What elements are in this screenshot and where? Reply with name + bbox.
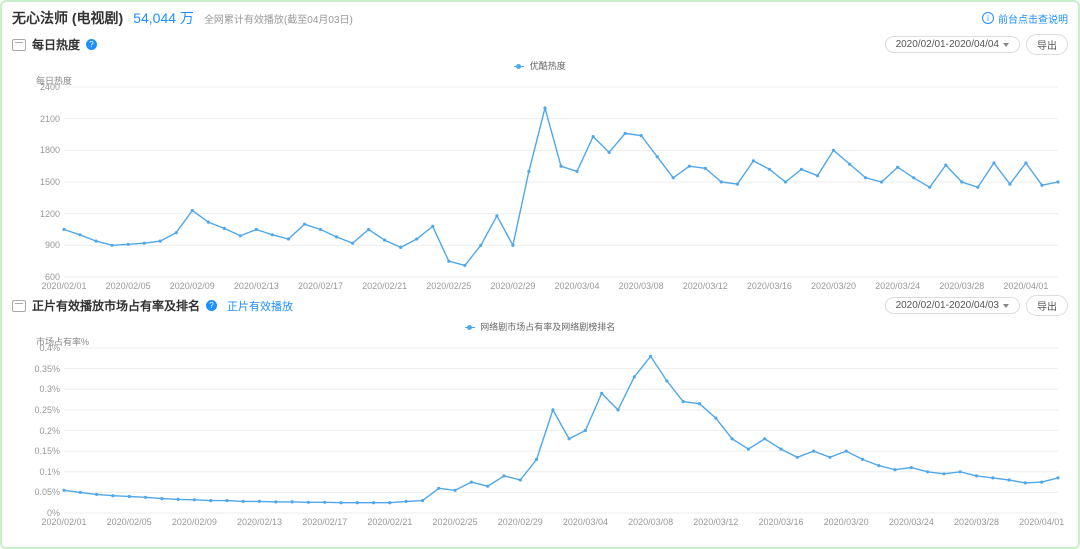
extra-link[interactable]: 正片有效播放 — [227, 298, 293, 314]
legend-marker-icon — [465, 327, 475, 328]
x-tick-label: 2020/02/05 — [107, 517, 152, 527]
export-button[interactable]: 导出 — [1026, 295, 1068, 316]
x-tick-label: 2020/02/29 — [498, 517, 543, 527]
header-note[interactable]: i 前台点击查说明 — [982, 11, 1068, 26]
x-tick-label: 2020/03/08 — [619, 281, 664, 291]
daily-heat-chart: 600900120015001800210024002020/02/012020… — [64, 87, 1058, 277]
x-tick-label: 2020/02/25 — [433, 517, 478, 527]
x-tick-label: 2020/03/20 — [824, 517, 869, 527]
x-tick-label: 2020/02/21 — [367, 517, 412, 527]
date-range-picker[interactable]: 2020/02/01-2020/04/03 — [885, 297, 1020, 314]
section-controls: 2020/02/01-2020/04/03 导出 — [885, 295, 1068, 316]
x-tick-label: 2020/02/01 — [41, 281, 86, 291]
x-tick-label: 2020/03/12 — [683, 281, 728, 291]
y-axis-title: 市场占有率% — [36, 335, 1068, 348]
x-tick-label: 2020/02/13 — [234, 281, 279, 291]
x-tick-label: 2020/02/09 — [172, 517, 217, 527]
section-controls: 2020/02/01-2020/04/04 导出 — [885, 34, 1068, 55]
x-tick-label: 2020/03/12 — [693, 517, 738, 527]
help-icon[interactable]: ? — [86, 39, 97, 50]
section-market-share: 正片有效播放市场占有率及排名 ? 正片有效播放 2020/02/01-2020/… — [2, 295, 1078, 513]
x-tick-label: 2020/02/29 — [490, 281, 535, 291]
chart-legend: 网络剧市场占有率及网络剧榜排名 — [12, 318, 1068, 335]
y-tick-label: 0.1% — [24, 467, 60, 477]
x-tick-label: 2020/03/24 — [875, 281, 920, 291]
date-range-text: 2020/02/01-2020/04/03 — [896, 300, 999, 311]
x-tick-label: 2020/03/08 — [628, 517, 673, 527]
x-tick-label: 2020/02/25 — [426, 281, 471, 291]
y-tick-label: 2400 — [24, 82, 60, 92]
y-tick-label: 1500 — [24, 177, 60, 187]
y-tick-label: 0.35% — [24, 364, 60, 374]
section-title: 每日热度 — [32, 36, 80, 53]
x-tick-label: 2020/02/17 — [302, 517, 347, 527]
y-tick-label: 0.15% — [24, 446, 60, 456]
info-icon: i — [982, 12, 994, 24]
monitor-icon — [12, 39, 26, 51]
legend-label: 网络剧市场占有率及网络剧榜排名 — [480, 322, 615, 332]
x-tick-label: 2020/02/05 — [106, 281, 151, 291]
x-tick-label: 2020/02/21 — [362, 281, 407, 291]
play-count: 54,044 万 — [133, 8, 194, 28]
page-header: 无心法师 (电视剧) 54,044 万 全网累计有效播放(截至04月03日) i… — [2, 2, 1078, 30]
chart-wrap-2: 网络剧市场占有率及网络剧榜排名 市场占有率% 0%0.05%0.1%0.15%0… — [12, 318, 1068, 513]
chevron-down-icon — [1003, 304, 1009, 308]
chart-wrap-1: 优酷热度 每日热度 600900120015001800210024002020… — [12, 57, 1068, 277]
section-title: 正片有效播放市场占有率及排名 — [32, 297, 200, 314]
x-tick-label: 2020/03/16 — [747, 281, 792, 291]
export-button[interactable]: 导出 — [1026, 34, 1068, 55]
x-tick-label: 2020/03/20 — [811, 281, 856, 291]
date-range-text: 2020/02/01-2020/04/04 — [896, 39, 999, 50]
section-daily-heat: 每日热度 ? 2020/02/01-2020/04/04 导出 优酷热度 每日热… — [2, 34, 1078, 277]
section-header: 每日热度 ? 2020/02/01-2020/04/04 导出 — [12, 34, 1068, 55]
page-title: 无心法师 (电视剧) — [12, 8, 123, 28]
x-tick-label: 2020/03/28 — [954, 517, 999, 527]
export-label: 导出 — [1037, 37, 1057, 52]
play-count-subtitle: 全网累计有效播放(截至04月03日) — [204, 11, 353, 26]
market-share-chart: 0%0.05%0.1%0.15%0.2%0.25%0.3%0.35%0.4%20… — [64, 348, 1058, 513]
y-tick-label: 0.4% — [24, 343, 60, 353]
x-tick-label: 2020/02/01 — [41, 517, 86, 527]
x-tick-label: 2020/02/13 — [237, 517, 282, 527]
help-icon[interactable]: ? — [206, 300, 217, 311]
date-range-picker[interactable]: 2020/02/01-2020/04/04 — [885, 36, 1020, 53]
x-tick-label: 2020/04/01 — [1003, 281, 1048, 291]
x-tick-label: 2020/03/04 — [563, 517, 608, 527]
x-tick-label: 2020/04/01 — [1019, 517, 1064, 527]
section-header: 正片有效播放市场占有率及排名 ? 正片有效播放 2020/02/01-2020/… — [12, 295, 1068, 316]
y-tick-label: 0.05% — [24, 487, 60, 497]
header-note-text: 前台点击查说明 — [998, 11, 1068, 26]
y-tick-label: 1800 — [24, 145, 60, 155]
export-label: 导出 — [1037, 298, 1057, 313]
x-tick-label: 2020/03/24 — [889, 517, 934, 527]
monitor-icon — [12, 300, 26, 312]
y-axis-title: 每日热度 — [36, 74, 1068, 87]
chart-legend: 优酷热度 — [12, 57, 1068, 74]
legend-label: 优酷热度 — [530, 61, 566, 71]
x-tick-label: 2020/03/16 — [758, 517, 803, 527]
y-tick-label: 900 — [24, 240, 60, 250]
y-tick-label: 0.2% — [24, 426, 60, 436]
y-tick-label: 2100 — [24, 114, 60, 124]
x-tick-label: 2020/02/09 — [170, 281, 215, 291]
y-tick-label: 1200 — [24, 209, 60, 219]
chevron-down-icon — [1003, 43, 1009, 47]
y-tick-label: 0.3% — [24, 384, 60, 394]
x-tick-label: 2020/02/17 — [298, 281, 343, 291]
x-tick-label: 2020/03/28 — [939, 281, 984, 291]
legend-marker-icon — [514, 66, 524, 67]
y-tick-label: 0.25% — [24, 405, 60, 415]
x-tick-label: 2020/03/04 — [555, 281, 600, 291]
